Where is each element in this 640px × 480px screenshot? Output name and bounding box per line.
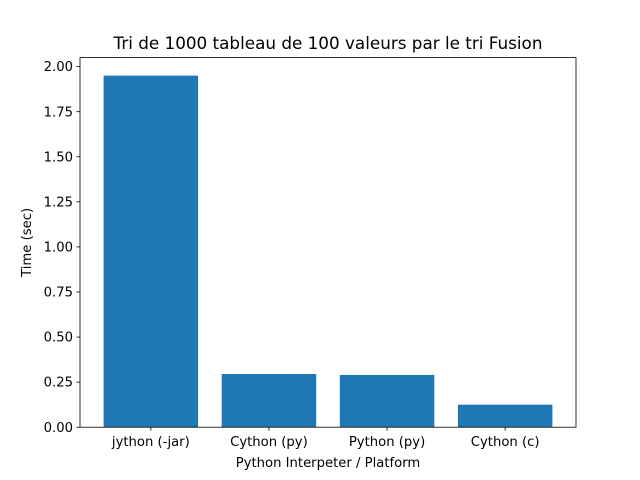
y-tick-label: 0.25 (44, 376, 73, 391)
plot-area-frame (79, 57, 577, 428)
x-axis-label: Python Interpeter / Platform (236, 456, 421, 471)
chart-title: Tri de 1000 tableau de 100 valeurs par l… (113, 33, 543, 53)
y-tick-label: 0.00 (44, 421, 73, 436)
x-axis-ticks: jython (-jar) Cython (py) Python (py) Cytho… (111, 427, 540, 450)
x-tick-label: Cython (c) (471, 435, 540, 450)
y-tick-label: 0.50 (44, 331, 73, 346)
y-axis-ticks: 0.00 0.25 0.50 0.75 1.00 1.25 1.50 1.75 2.00 (44, 60, 80, 436)
y-tick-label: 0.75 (44, 286, 73, 301)
y-tick-label: 1.25 (44, 195, 73, 210)
bar-2 (339, 374, 435, 428)
y-tick-label: 1.75 (44, 105, 73, 120)
bar-3 (457, 404, 553, 428)
y-tick-label: 1.00 (44, 241, 73, 256)
bar-0 (103, 75, 199, 428)
y-tick-label: 1.50 (44, 150, 73, 165)
x-tick-label: Python (py) (349, 435, 425, 450)
y-tick-label: 2.00 (44, 60, 73, 75)
x-tick-label: Cython (py) (230, 435, 308, 450)
bar-1 (221, 374, 317, 428)
y-axis-label: Time (sec) (20, 208, 35, 278)
x-tick-label: jython (-jar) (111, 435, 190, 450)
bars-group (103, 75, 553, 428)
